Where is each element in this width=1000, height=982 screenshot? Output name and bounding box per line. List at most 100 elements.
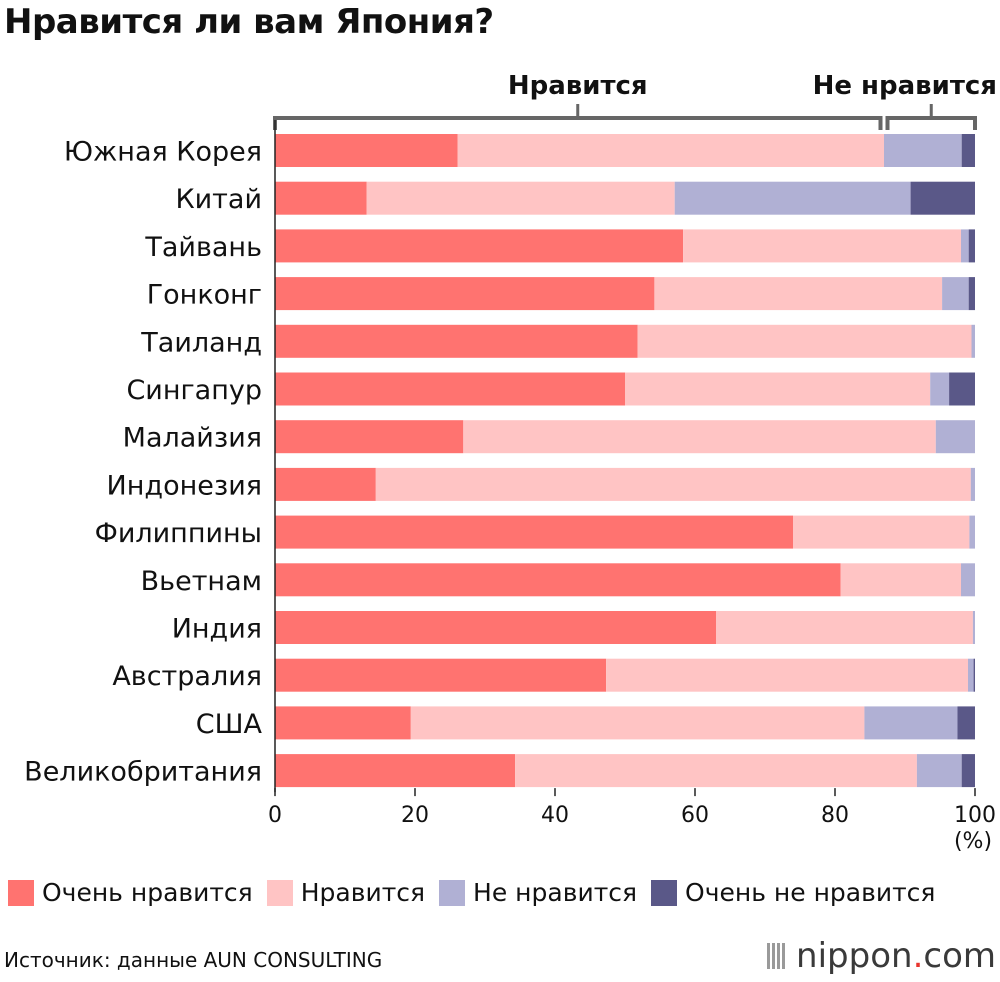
category-label: США [196,709,263,740]
x-unit-label: (%) [954,829,992,854]
bar-segment [275,754,516,788]
bar-segment [625,372,931,406]
bar-segment [968,277,975,311]
bar-segment [961,229,969,263]
x-tick-label: 20 [401,803,429,828]
bar-segment [949,372,975,406]
category-label: Австралия [112,661,262,692]
bar-segment [275,467,376,501]
x-axis: 0 20 40 60 80 100(%) [268,120,996,854]
x-tick-label: 60 [681,803,709,828]
legend-swatch [651,879,678,906]
bracket-like-label: Нравится [508,71,648,101]
bar-segment [716,611,973,644]
bar-segment [515,754,917,788]
bar-segment [637,324,972,358]
bar-segment [968,658,974,692]
brand-suffix: com [923,936,996,976]
chart-title: Нравится ли вам Япония? [4,2,494,42]
bar-segment [935,420,975,454]
y-axis-labels: Южная Корея Китай Тайвань Гонконг Таиланд Син… [24,137,262,788]
legend-swatch [8,879,34,906]
bar-segment [961,134,975,167]
bar-segment [910,181,975,215]
bar-segment [375,467,971,501]
bar-segment [606,658,968,692]
bar-segment [840,563,961,597]
bracket-dislike-label: Не нравится [813,71,997,101]
legend-swatch [439,879,466,906]
bar-segment [961,754,975,788]
bar-segment [275,229,684,263]
x-tick-label: 100 [954,803,996,828]
brand-logo: nippon. com [766,936,996,976]
bar-segment [275,181,367,215]
bar-segment [275,658,607,692]
bar-segment [366,181,675,215]
x-tick-label: 80 [821,803,849,828]
bar-segment [793,515,970,549]
category-label: Гонконг [147,280,262,311]
bar-segment [942,277,969,311]
bar-segment [968,229,975,263]
bar-segment [275,611,716,644]
category-label: Китай [175,184,262,215]
bar-segment [961,563,975,597]
bar-segment [916,754,962,788]
bar-segment [275,420,464,454]
nippon-logo-icon [767,943,786,969]
bar-segment [410,706,865,740]
bar-segment [457,134,884,167]
bar-segment [864,706,958,740]
bar-segment [969,515,975,549]
legend-item: Нравится [266,878,426,907]
category-label: Таиланд [140,327,262,358]
bar-segment [275,277,655,311]
legend-item: Очень нравится [8,878,253,907]
bar-segment [275,563,841,597]
brand-dot: . [912,936,924,976]
bar-segment [884,134,962,167]
bars-area [275,134,975,788]
bar-segment [973,658,975,692]
legend-swatch [266,879,293,906]
bar-segment [972,611,975,644]
x-tick-label: 40 [541,803,569,828]
brand-name: nippon [796,936,913,976]
stacked-bar-chart: Нравится Не нравится Южная Корея Китай Тайв… [24,71,997,854]
x-tick-label: 0 [268,803,282,828]
legend-label: Очень не нравится [685,878,936,907]
bar-segment [275,134,458,167]
legend-label: Нравится [300,878,426,907]
legend-item: Не нравится [439,878,637,907]
group-brackets: Нравится Не нравится [273,71,997,130]
category-label: Тайвань [144,232,262,263]
bracket-like-line [273,116,883,130]
bar-segment [957,706,975,740]
bar-segment [275,372,625,406]
category-label: Филиппины [95,518,262,549]
legend-label: Очень нравится [42,878,253,907]
category-label: Великобритания [24,757,262,788]
category-label: Сингапур [126,375,262,406]
source-note: Источник: данные AUN CONSULTING [4,948,383,972]
bar-segment [275,515,793,549]
bar-segment [971,324,975,358]
bar-segment [463,420,936,454]
bar-segment [674,181,911,215]
legend: Очень нравится Нравится Не нравится Очень н… [8,878,949,907]
bar-segment [275,706,411,740]
bar-segment [930,372,950,406]
bar-segment [654,277,943,311]
category-label: Индонезия [107,470,262,501]
category-label: Вьетнам [141,566,262,597]
bar-segment [683,229,961,263]
legend-label: Не нравится [473,878,638,907]
category-label: Южная Корея [64,137,262,168]
bracket-dislike-line [885,116,977,130]
bar-segment [275,324,638,358]
bar-segment [970,467,975,501]
category-label: Индия [172,614,262,645]
category-label: Малайзия [123,423,262,454]
legend-item: Очень не нравится [651,878,935,907]
